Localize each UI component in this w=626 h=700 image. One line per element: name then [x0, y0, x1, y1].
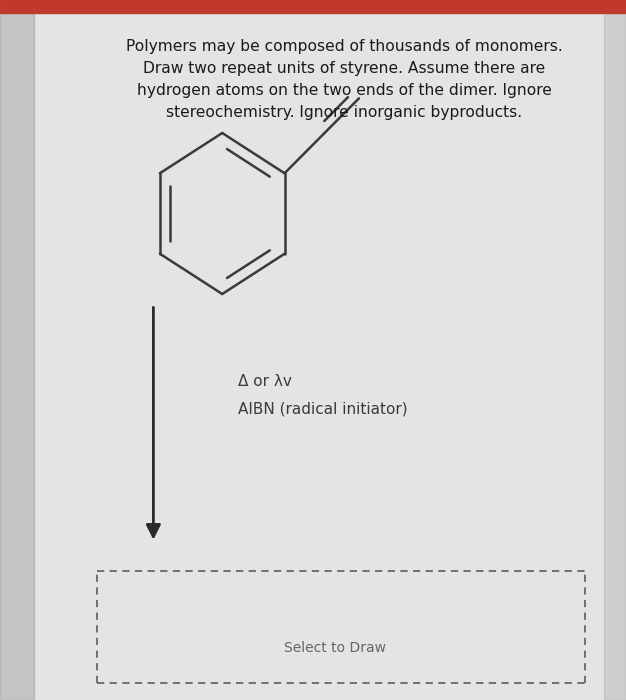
Bar [0, 0, 34, 700]
Bar [0, 0, 626, 13]
Text: Δ or λv: Δ or λv [238, 374, 292, 389]
Text: Select to Draw: Select to Draw [284, 640, 386, 654]
Text: Polymers may be composed of thousands of monomers.
Draw two repeat units of styr: Polymers may be composed of thousands of… [126, 38, 563, 120]
Bar [604, 0, 626, 700]
Text: AIBN (radical initiator): AIBN (radical initiator) [238, 402, 408, 417]
